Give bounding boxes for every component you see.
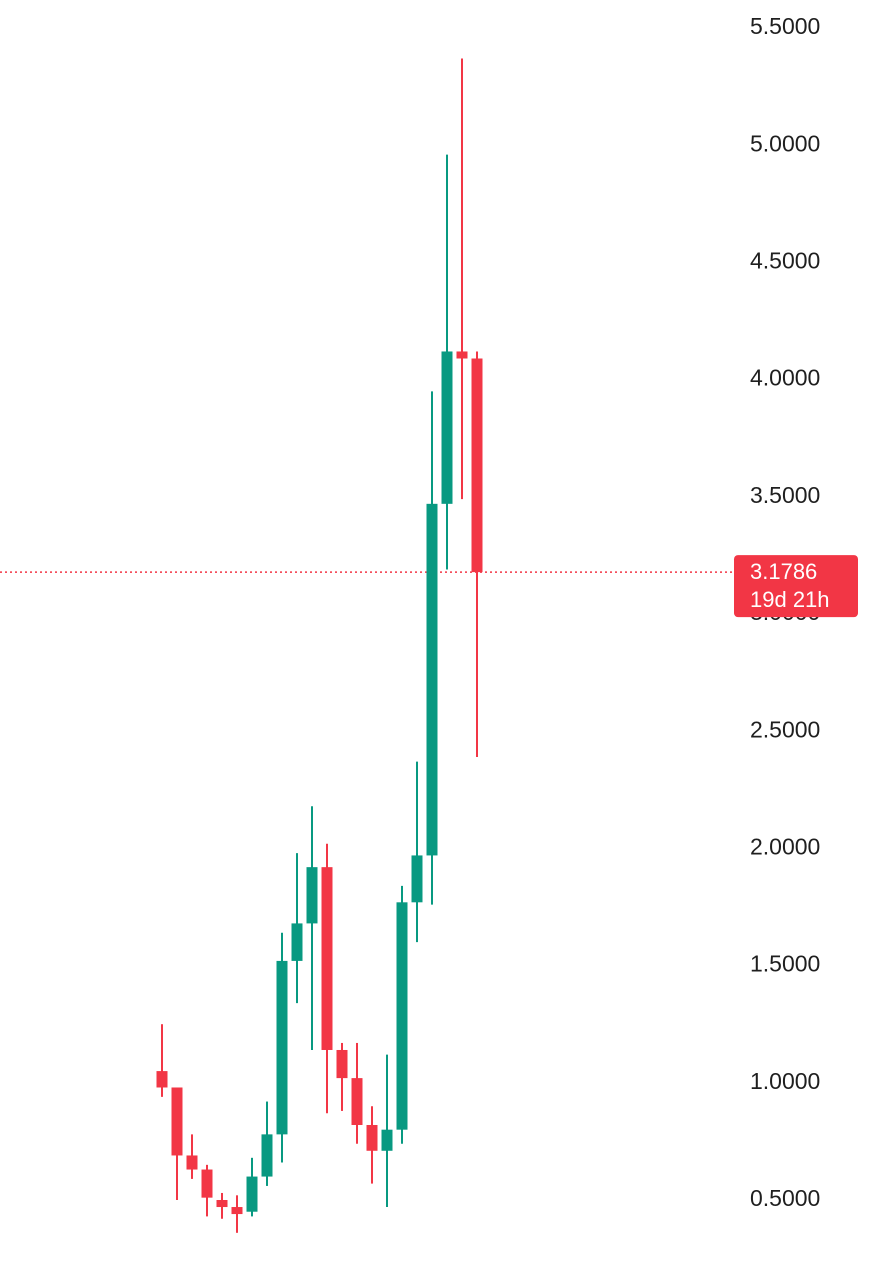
candle (306, 806, 318, 1050)
candle-body (231, 1207, 243, 1215)
candle-body (216, 1200, 228, 1208)
candle (291, 853, 303, 1004)
candle-body (351, 1078, 363, 1125)
candles-group (156, 58, 483, 1233)
candle-body (321, 867, 333, 1050)
candle (471, 351, 483, 757)
candle-body (201, 1169, 213, 1198)
y-tick-label: 3.5000 (750, 482, 820, 508)
candle-body (186, 1155, 198, 1170)
last-price-label: 3.1786 (750, 559, 817, 584)
y-tick-label: 1.0000 (750, 1068, 820, 1094)
candle (201, 1164, 213, 1217)
candle (396, 885, 408, 1144)
candle-body (396, 902, 408, 1130)
candle-body (441, 351, 453, 504)
candle-body (381, 1129, 393, 1151)
candle-body (246, 1176, 258, 1212)
candle-body (411, 855, 423, 903)
last-price-badge: 3.1786 19d 21h (734, 555, 858, 618)
candle (216, 1192, 228, 1219)
candle (156, 1024, 168, 1097)
candle-body (426, 503, 438, 856)
y-tick-label: 5.5000 (750, 13, 820, 39)
y-tick-label: 2.0000 (750, 833, 820, 859)
y-tick-label: 4.5000 (750, 247, 820, 273)
candle-body (306, 867, 318, 924)
candle (171, 1087, 183, 1200)
candle-body (471, 358, 483, 573)
candle-body (276, 960, 288, 1135)
candle-body (336, 1049, 348, 1079)
candle (261, 1101, 273, 1186)
y-tick-label: 2.5000 (750, 716, 820, 742)
candle (411, 761, 423, 943)
candle (381, 1054, 393, 1208)
candle (321, 843, 333, 1114)
candle-body (366, 1124, 378, 1151)
candle (276, 932, 288, 1163)
candle (186, 1134, 198, 1179)
candle-body (171, 1087, 183, 1156)
candle (351, 1042, 363, 1144)
y-tick-label: 1.5000 (750, 951, 820, 977)
candle (231, 1195, 243, 1233)
y-tick-label: 0.5000 (750, 1185, 820, 1211)
candle (456, 58, 468, 500)
candle (336, 1042, 348, 1111)
candle (246, 1157, 258, 1217)
candle-body (156, 1071, 168, 1088)
candle (426, 391, 438, 905)
candle-body (261, 1134, 273, 1177)
y-tick-label: 4.0000 (750, 365, 820, 391)
candle-body (456, 351, 468, 359)
y-tick-label: 5.0000 (750, 130, 820, 156)
candle (441, 154, 453, 570)
last-price-badge-bg (734, 555, 858, 618)
candle (366, 1106, 378, 1184)
candle-body (291, 923, 303, 961)
candle-countdown-label: 19d 21h (750, 587, 830, 612)
